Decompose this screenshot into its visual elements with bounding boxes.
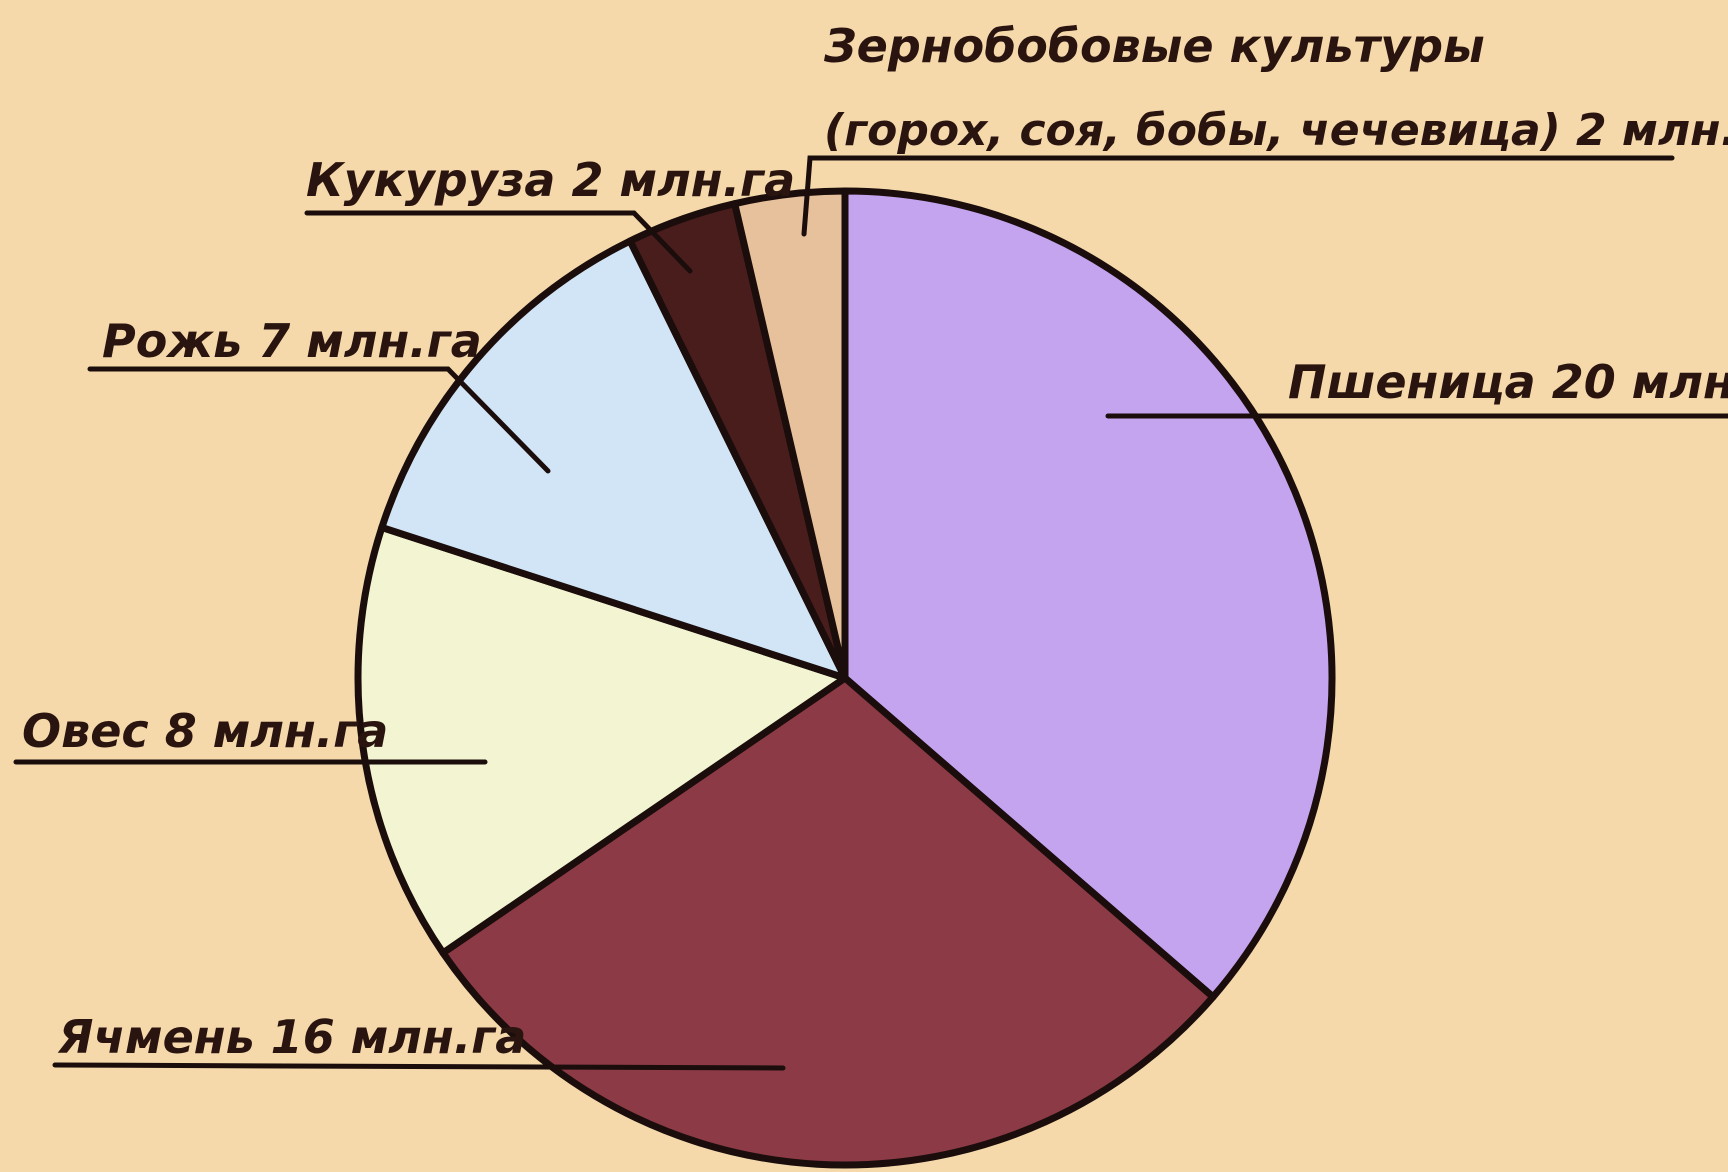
label-rye: Рожь 7 млн.га <box>102 314 482 368</box>
label-legumes-line2: (горох, соя, бобы, чечевица) 2 млн.га <box>824 105 1728 156</box>
pie-slice-wheat <box>841 187 1336 1001</box>
pie-slice-rye <box>378 237 849 682</box>
leader-line-corn <box>304 210 693 274</box>
label-wheat: Пшеница 20 млн.га <box>1288 355 1728 409</box>
label-oats: Овес 8 млн.га <box>22 704 388 758</box>
leader-line-rye <box>87 366 551 474</box>
label-barley: Ячмень 16 млн.га <box>57 1010 526 1064</box>
pie-slice-barley <box>439 674 1217 1169</box>
pie-slices <box>354 187 1336 1169</box>
leader-line-barley <box>52 1062 786 1071</box>
leader-line-legumes <box>801 155 1675 237</box>
pie-slice-legumes <box>731 187 849 682</box>
label-corn: Кукуруза 2 млн.га <box>306 153 795 207</box>
pie-slice-oats <box>354 524 849 957</box>
label-leader-lines <box>13 155 1728 1071</box>
label-legumes-line1: Зернобобовые культуры <box>823 19 1485 73</box>
